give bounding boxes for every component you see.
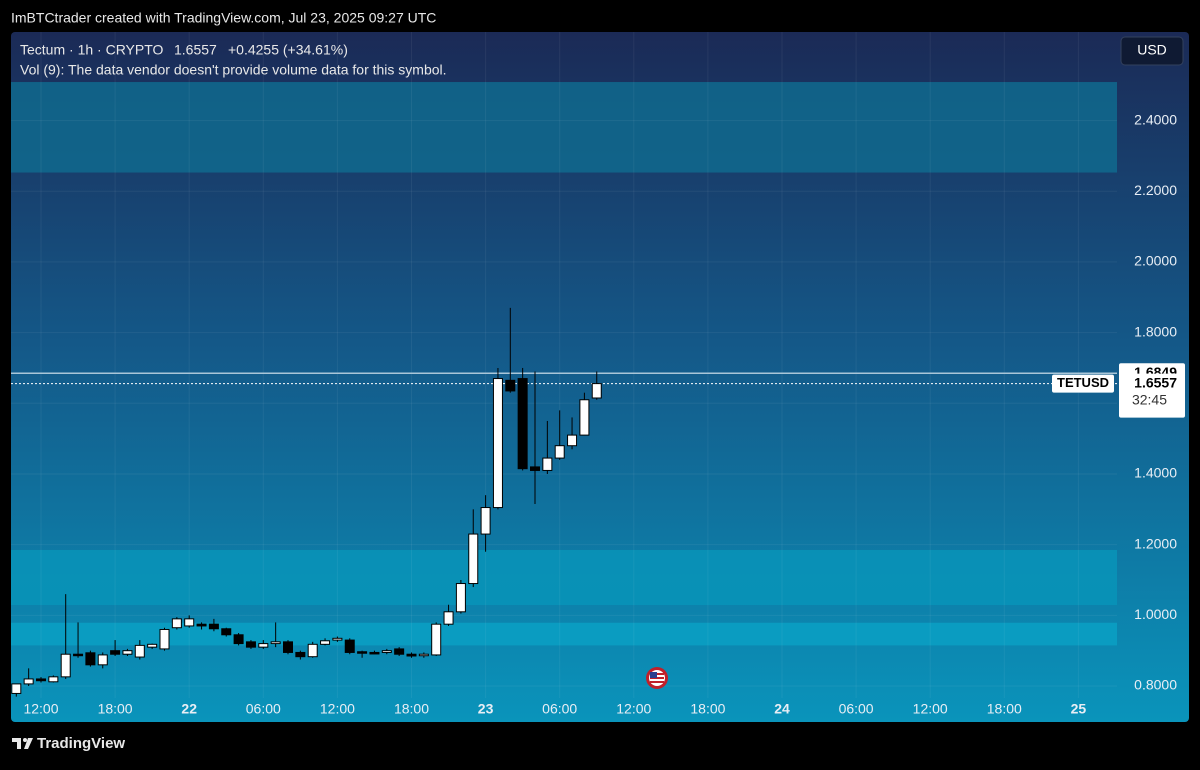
candle-body — [480, 507, 491, 535]
y-tick-label: 2.2000 — [1134, 182, 1177, 198]
currency-button[interactable] — [1120, 36, 1184, 66]
y-tick-label: 0.8000 — [1134, 677, 1177, 693]
candle-body — [221, 628, 232, 636]
candle-body — [73, 653, 84, 657]
candle-body — [295, 651, 306, 658]
candle-body — [233, 634, 244, 645]
x-tick-label: 25 — [1071, 701, 1087, 717]
candle-body — [245, 641, 256, 648]
zone — [11, 549, 1117, 606]
candle-body — [97, 654, 108, 666]
candle-body — [36, 678, 46, 682]
grid — [11, 32, 1117, 698]
y-tick-label: 1.4000 — [1134, 465, 1177, 481]
plot-background — [11, 32, 1189, 722]
x-tick-label: 18:00 — [987, 701, 1022, 717]
credit: ImBTCtrader created with TradingView.com… — [11, 10, 436, 26]
last-price: 1.6557 — [174, 42, 217, 58]
candle-body — [567, 434, 578, 447]
price-tag — [1119, 373, 1185, 418]
candle-body — [307, 643, 318, 658]
price-lines — [11, 372, 1117, 385]
candle-body — [431, 623, 442, 656]
candle-body — [320, 640, 331, 645]
candle-body — [492, 378, 503, 509]
y-tick-label: 1.8000 — [1134, 323, 1177, 339]
currency-label[interactable]: USD — [1137, 42, 1167, 58]
candle-body — [517, 378, 528, 470]
x-tick-label: 18:00 — [690, 701, 725, 717]
candle-body — [332, 637, 343, 641]
x-tick-label: 23 — [478, 701, 494, 717]
x-tick-label: 12:00 — [23, 701, 58, 717]
candle-body — [184, 618, 195, 627]
candle-body — [122, 650, 133, 655]
candle-body — [270, 641, 281, 645]
candle-body — [344, 639, 355, 653]
candles — [11, 307, 602, 697]
x-tick-label: 06:00 — [839, 701, 874, 717]
candle-body — [468, 533, 479, 585]
x-tick-label: 22 — [181, 701, 197, 717]
x-tick-label: 24 — [774, 701, 790, 717]
candle-body — [542, 457, 553, 471]
candle-body — [60, 653, 71, 678]
candle-body — [159, 628, 170, 650]
candle-body — [23, 678, 34, 685]
candle-body — [591, 383, 602, 399]
price-change: +0.4255 (+34.61%) — [228, 42, 348, 58]
candle-body — [455, 583, 466, 613]
x-tick-label: 12:00 — [320, 701, 355, 717]
candle-body — [11, 683, 22, 694]
candle-body — [554, 445, 565, 459]
event-flag — [646, 667, 668, 689]
x-tick-label: 18:00 — [394, 701, 429, 717]
candle-body — [443, 611, 454, 625]
candle-body — [283, 641, 293, 653]
x-tick-label: 18:00 — [98, 701, 133, 717]
candle-body — [579, 399, 590, 436]
volume-note: Vol (9): The data vendor doesn't provide… — [20, 62, 447, 78]
candle-body — [48, 676, 59, 683]
symbol-title: Tectum · 1h · CRYPTO — [20, 42, 164, 58]
zones — [11, 82, 1117, 646]
x-tick-label: 06:00 — [542, 701, 577, 717]
y-tick-label: 1.2000 — [1134, 535, 1177, 551]
candle-body — [381, 650, 392, 653]
candle-body — [110, 650, 121, 655]
candle-body — [258, 643, 269, 648]
candle-body — [530, 466, 540, 471]
zone — [11, 622, 1117, 646]
candle-body — [369, 651, 380, 655]
x-tick-label: 12:00 — [913, 701, 948, 717]
candle-body — [134, 644, 145, 658]
countdown: 32:45 — [1132, 391, 1167, 407]
x-tick-label: 12:00 — [616, 701, 651, 717]
candle-body — [147, 643, 158, 648]
y-tick-label: 1.0000 — [1134, 606, 1177, 622]
symbol-tag — [1052, 374, 1114, 393]
candle-body — [505, 379, 516, 392]
price-tag-label: 1.6557 — [1134, 374, 1177, 390]
candle-body — [85, 652, 96, 666]
zone — [11, 82, 1117, 173]
y-tick-label: 2.4000 — [1134, 111, 1177, 127]
candle-body — [208, 623, 219, 630]
brand: TradingView — [37, 735, 125, 752]
candle-body — [406, 653, 417, 657]
candle-body — [196, 623, 207, 627]
candle-body — [357, 651, 368, 654]
axes: 0.80001.00001.20001.40001.60001.80002.00… — [23, 111, 1185, 717]
y-tick-label: 2.0000 — [1134, 253, 1177, 269]
candle-body — [394, 648, 405, 655]
candle-body — [418, 653, 429, 657]
symbol-tag-label: TETUSD — [1057, 375, 1109, 390]
candle-body — [171, 618, 182, 629]
brand-logo — [12, 738, 33, 749]
x-tick-label: 06:00 — [246, 701, 281, 717]
